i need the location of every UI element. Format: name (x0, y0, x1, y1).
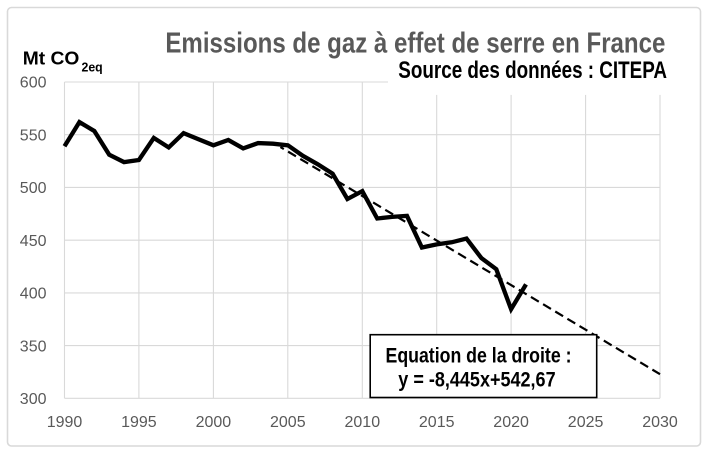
svg-text:2015: 2015 (419, 414, 455, 431)
svg-text:2eq: 2eq (82, 60, 103, 75)
svg-text:2025: 2025 (568, 414, 604, 431)
svg-text:400: 400 (20, 286, 47, 303)
svg-text:Emissions de gaz à effet de se: Emissions de gaz à effet de serre en Fra… (165, 28, 665, 60)
svg-text:2000: 2000 (196, 414, 232, 431)
svg-text:350: 350 (20, 338, 47, 355)
svg-text:1995: 1995 (121, 414, 157, 431)
svg-text:450: 450 (20, 233, 47, 250)
svg-text:Mt CO: Mt CO (23, 49, 80, 69)
svg-text:Source des données : CITEPA: Source des données : CITEPA (398, 57, 667, 84)
svg-text:550: 550 (20, 127, 47, 144)
svg-text:300: 300 (20, 391, 47, 408)
svg-text:2030: 2030 (642, 414, 678, 431)
svg-text:2005: 2005 (270, 414, 306, 431)
svg-text:600: 600 (20, 75, 47, 92)
svg-text:2010: 2010 (345, 414, 381, 431)
svg-text:y = -8,445x+542,67: y = -8,445x+542,67 (398, 368, 555, 392)
svg-text:2020: 2020 (493, 414, 529, 431)
svg-text:Equation de la droite :: Equation de la droite : (386, 344, 572, 368)
svg-text:1990: 1990 (47, 414, 83, 431)
svg-text:500: 500 (20, 180, 47, 197)
